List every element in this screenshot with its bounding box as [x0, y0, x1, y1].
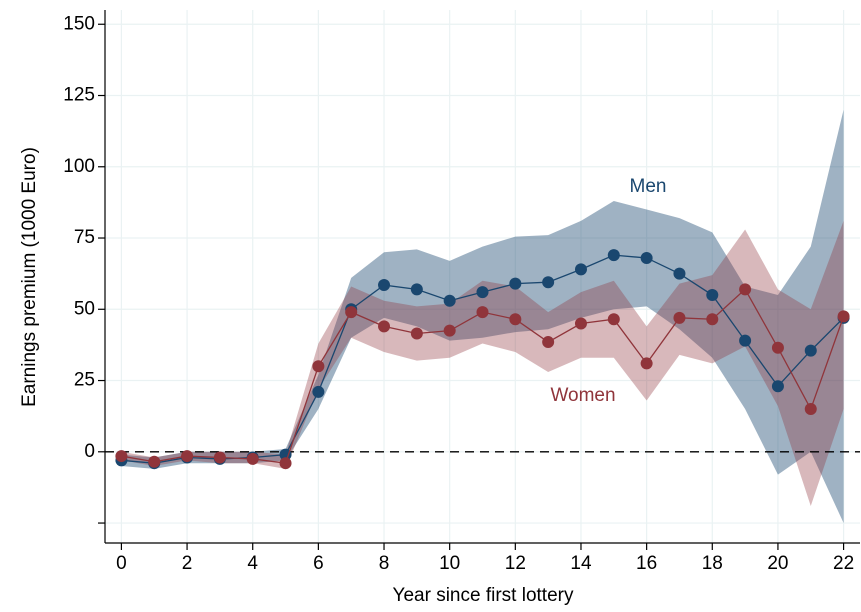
data-point	[771, 341, 784, 354]
data-point	[279, 457, 292, 470]
x-tick-label: 12	[505, 553, 526, 574]
data-point	[706, 289, 719, 302]
x-tick-label: 0	[116, 553, 127, 574]
data-point	[476, 286, 489, 299]
y-tick-label: 50	[74, 298, 95, 319]
data-point	[115, 450, 128, 463]
data-point	[739, 334, 752, 347]
data-point	[640, 357, 653, 370]
data-point	[607, 249, 620, 262]
data-point	[837, 310, 850, 323]
x-tick-label: 4	[247, 553, 258, 574]
x-tick-label: 8	[379, 553, 390, 574]
data-point	[542, 336, 555, 349]
y-axis-label: Earnings premium (1000 Euro)	[19, 147, 40, 407]
data-point	[509, 313, 522, 326]
x-tick-label: 2	[182, 553, 193, 574]
x-tick-label: 16	[636, 553, 657, 574]
data-point	[181, 450, 194, 463]
data-point	[640, 251, 653, 264]
data-point	[213, 451, 226, 464]
series-label: Women	[550, 385, 615, 406]
data-point	[739, 283, 752, 296]
x-tick-label: 22	[833, 553, 854, 574]
x-tick-label: 18	[702, 553, 723, 574]
y-tick-label: 0	[84, 441, 95, 462]
data-point	[607, 313, 620, 326]
data-point	[804, 344, 817, 357]
y-tick-label: 25	[74, 370, 95, 391]
data-point	[246, 452, 259, 465]
data-point	[410, 327, 423, 340]
y-tick-label: 125	[63, 85, 95, 106]
data-point	[673, 267, 686, 280]
data-point	[345, 306, 358, 319]
x-tick-label: 14	[570, 553, 592, 574]
data-point	[542, 276, 555, 289]
data-point	[509, 277, 522, 290]
data-point	[312, 360, 325, 373]
x-tick-label: 6	[313, 553, 324, 574]
data-point	[706, 313, 719, 326]
data-point	[574, 263, 587, 276]
data-point	[476, 306, 489, 319]
data-point	[410, 283, 423, 296]
data-point	[312, 385, 325, 398]
series-label: Men	[630, 176, 667, 197]
data-point	[279, 448, 292, 461]
y-tick-label: 75	[74, 227, 95, 248]
data-point	[148, 455, 161, 468]
y-tick-label: 150	[63, 13, 95, 34]
data-point	[771, 380, 784, 393]
data-point	[443, 294, 456, 307]
data-point	[804, 403, 817, 416]
data-point	[443, 324, 456, 337]
data-point	[378, 320, 391, 333]
data-point	[378, 279, 391, 292]
y-tick-label: 100	[63, 156, 95, 177]
data-point	[673, 311, 686, 324]
x-tick-label: 20	[767, 553, 788, 574]
x-tick-label: 10	[439, 553, 460, 574]
x-axis-label: Year since first lottery	[393, 585, 574, 606]
data-point	[574, 317, 587, 330]
